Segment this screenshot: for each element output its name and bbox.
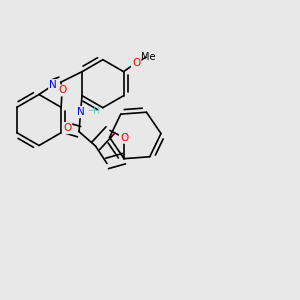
Text: Me: Me [141, 52, 156, 62]
Text: N: N [77, 107, 84, 117]
Text: O: O [120, 133, 128, 143]
Text: O: O [63, 123, 71, 133]
Text: ─H: ─H [88, 107, 100, 116]
Text: N: N [49, 80, 57, 90]
Text: O: O [58, 85, 66, 95]
Text: O: O [132, 58, 140, 68]
